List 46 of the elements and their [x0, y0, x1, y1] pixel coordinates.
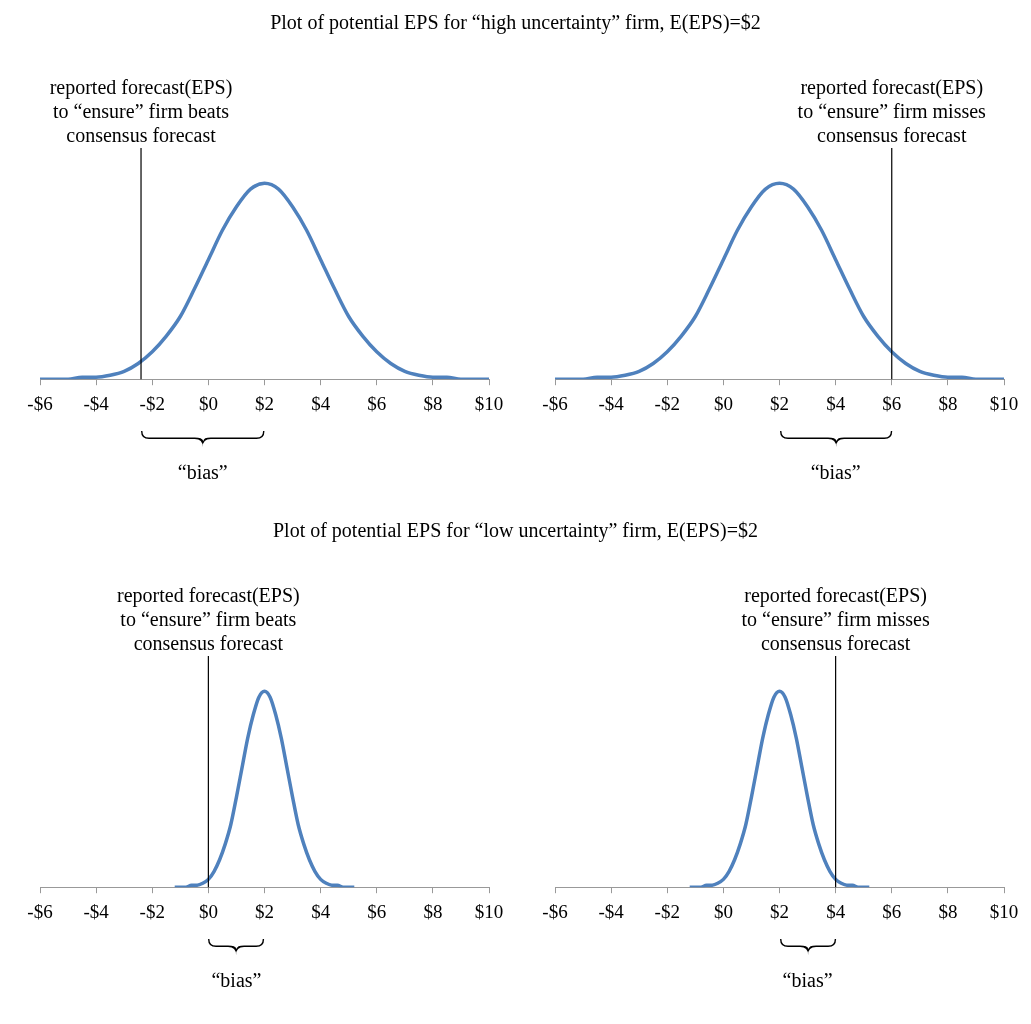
x-tick-label: $10: [474, 392, 504, 414]
text: “bias”: [782, 969, 833, 992]
x-tick-label: -$2: [139, 900, 165, 922]
x-tick-label: -$4: [83, 900, 110, 922]
x-tick-label: $2: [770, 900, 789, 922]
x-tick-label: $4: [826, 900, 846, 922]
x-tick-label: $0: [713, 392, 733, 414]
x-tick-label: -$4: [598, 900, 625, 922]
x-tick-label: -$4: [83, 392, 110, 414]
x-tick-label: $4: [826, 392, 846, 414]
x-tick-label: $4: [311, 392, 331, 414]
x-tick-label: $8: [938, 392, 958, 414]
x-tick-label: $6: [882, 392, 902, 414]
text: “bias”: [211, 969, 262, 992]
x-tick-label: $6: [882, 900, 902, 922]
x-tick-label: $8: [938, 900, 958, 922]
x-tick-label: $6: [367, 392, 387, 414]
x-tick-label: $0: [198, 392, 218, 414]
x-tick-label: $0: [198, 900, 218, 922]
text: “bias”: [177, 461, 228, 484]
x-tick-label: -$2: [654, 900, 680, 922]
chart-title: Plot of potential EPS for “high uncertainty” firm, E(EPS)=$2: [269, 10, 762, 36]
x-tick-label: $8: [423, 900, 443, 922]
x-tick-label: $10: [474, 900, 504, 922]
x-tick-label: $6: [367, 900, 387, 922]
x-tick-label: -$6: [27, 392, 53, 414]
x-tick-label: $10: [989, 392, 1019, 414]
text: “bias”: [810, 461, 861, 484]
x-tick-label: $2: [255, 392, 274, 414]
x-tick-label: $2: [770, 392, 789, 414]
x-tick-label: $8: [423, 392, 443, 414]
x-tick-label: -$6: [542, 900, 568, 922]
chart-title: Plot of potential EPS for “low uncertainty” firm, E(EPS)=$2: [271, 518, 760, 544]
x-tick-label: -$2: [654, 392, 680, 414]
x-tick-label: -$6: [27, 900, 53, 922]
ref-line-label: reported forecast(EPS) to “ensure” firm beats consensus forecast: [49, 76, 233, 146]
x-tick-label: $2: [255, 900, 274, 922]
x-tick-label: -$4: [598, 392, 625, 414]
x-tick-label: -$6: [542, 392, 568, 414]
ref-line-label: reported forecast(EPS) to “ensure” firm misses consensus forecast: [797, 76, 987, 146]
x-tick-label: $10: [989, 900, 1019, 922]
ref-line-label: reported forecast(EPS) to “ensure” firm misses consensus forecast: [741, 584, 930, 654]
x-tick-label: -$2: [139, 392, 165, 414]
x-tick-label: $4: [311, 900, 331, 922]
ref-line-label: reported forecast(EPS) to “ensure” firm beats consensus forecast: [117, 584, 300, 654]
x-tick-label: $0: [713, 900, 733, 922]
